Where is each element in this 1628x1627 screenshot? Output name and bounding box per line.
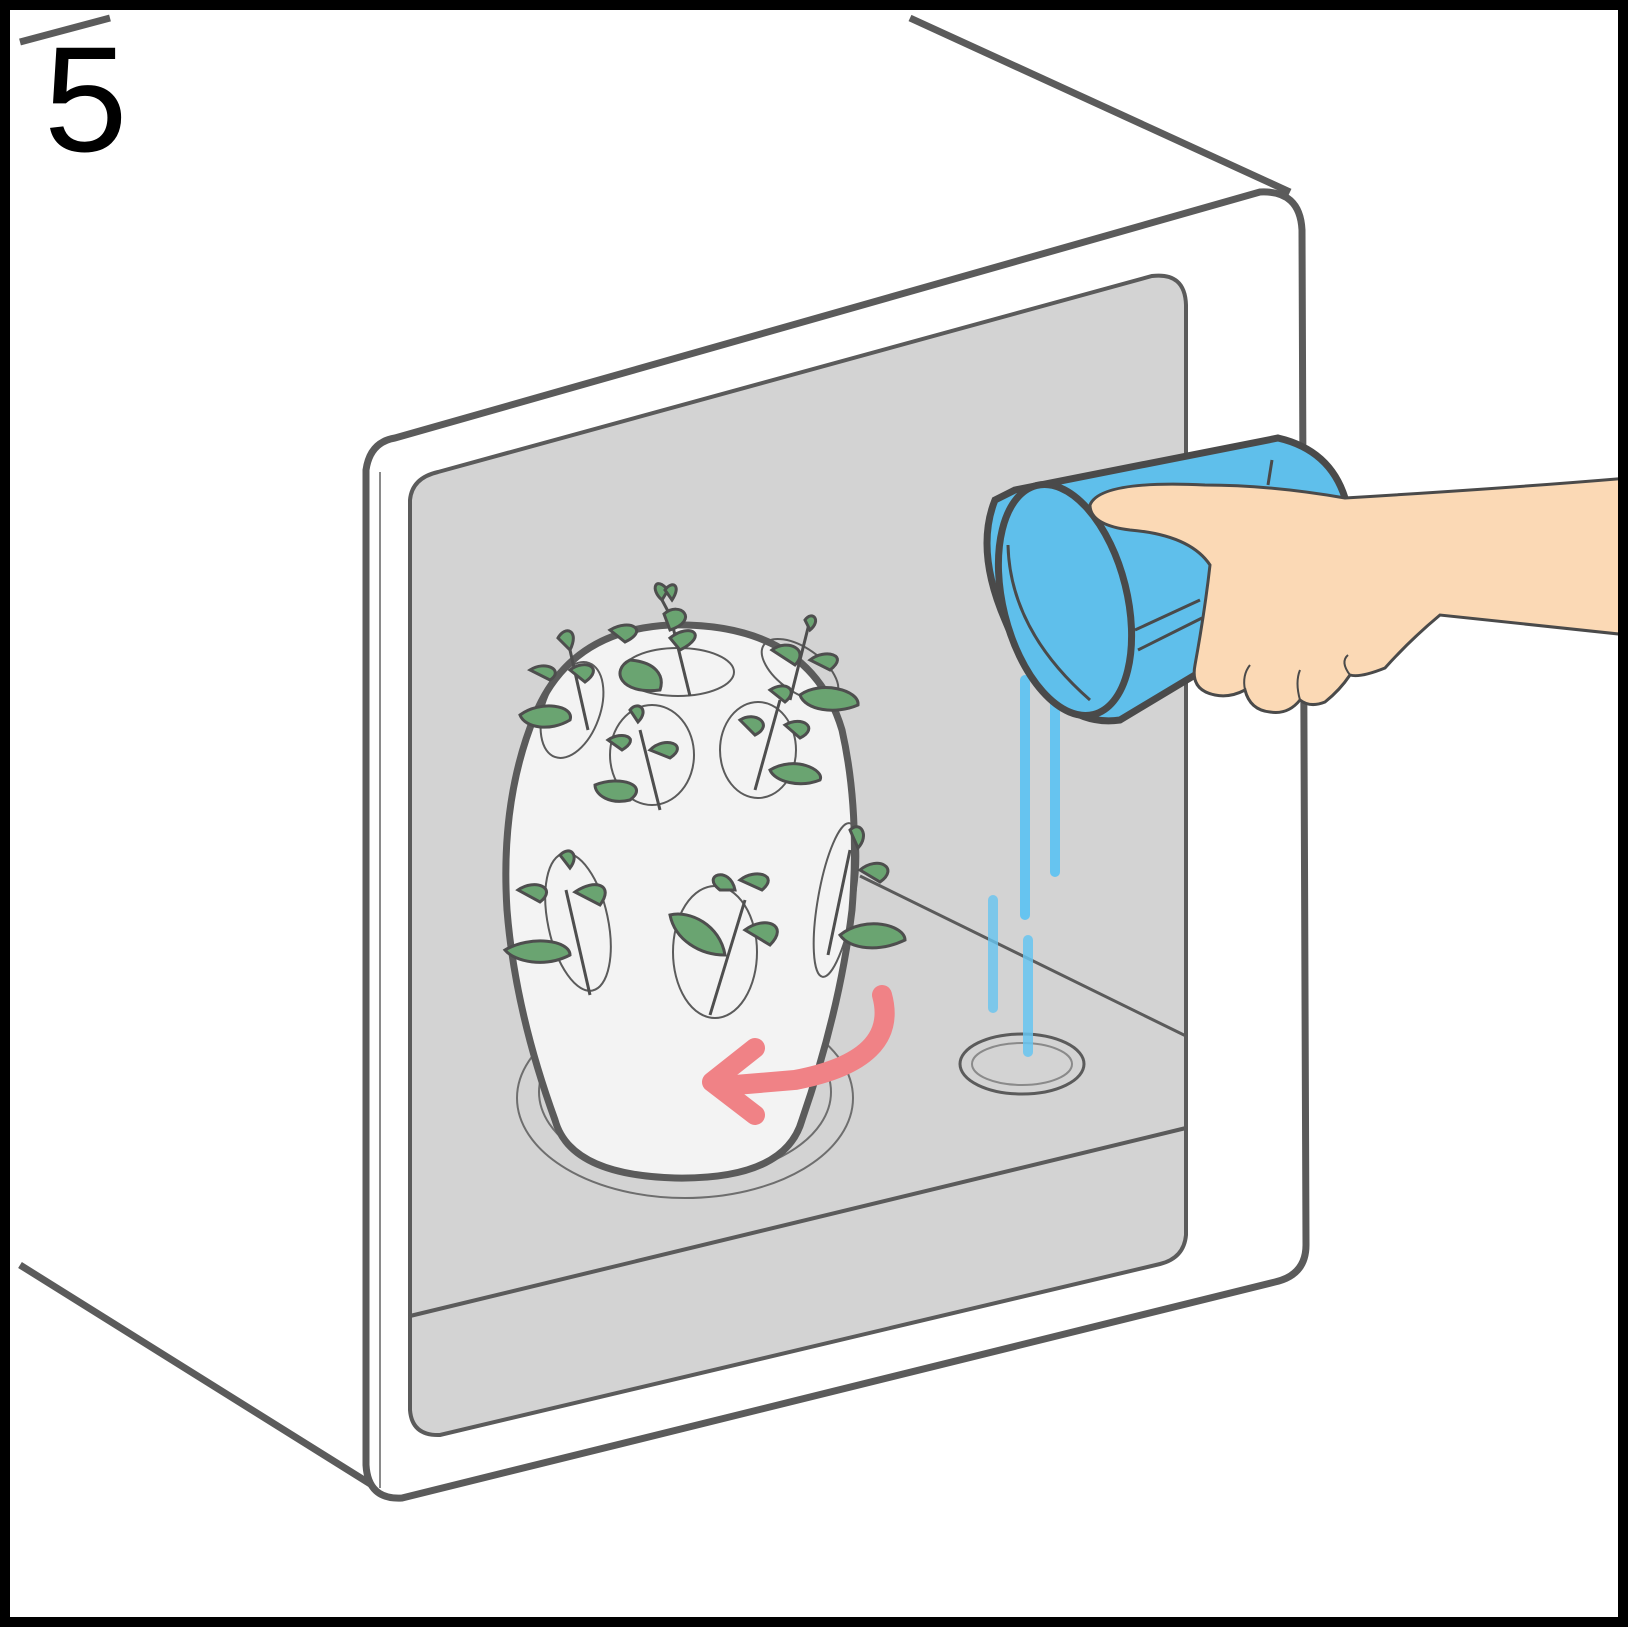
scene (18, 14, 1618, 1502)
planter (502, 621, 860, 1182)
water-streams (988, 675, 1060, 1057)
hand-icon (1088, 477, 1618, 714)
step-number: 5 (44, 15, 128, 183)
rotate-arrow-icon (702, 985, 895, 1125)
plants (502, 582, 907, 1016)
water-drain (958, 1032, 1086, 1096)
